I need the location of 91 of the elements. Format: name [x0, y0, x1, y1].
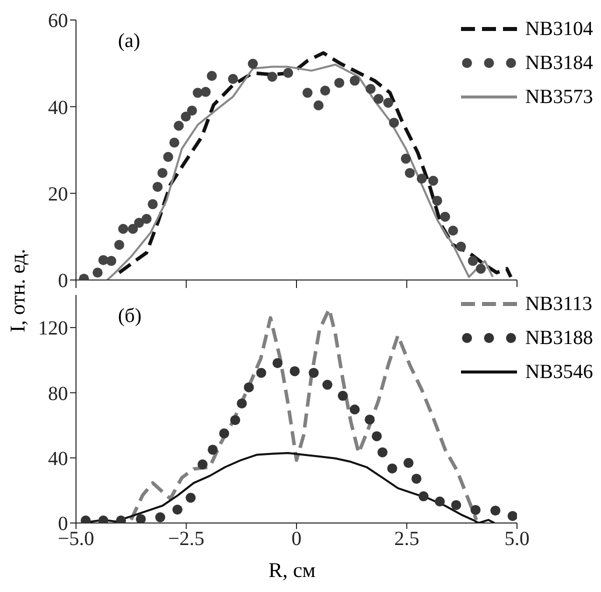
y-tick-label: 40 — [48, 448, 68, 470]
point — [118, 224, 128, 234]
point — [508, 510, 517, 521]
legend-label: NB3546 — [525, 360, 593, 384]
point — [440, 212, 450, 222]
y-tick-label: 0 — [58, 513, 68, 536]
legend-label: NB3188 — [525, 326, 593, 350]
point — [490, 506, 500, 516]
point — [157, 168, 168, 178]
legend-label: NB3113 — [525, 292, 592, 316]
point — [283, 68, 294, 78]
point — [228, 74, 238, 84]
point — [92, 268, 103, 278]
point — [172, 504, 182, 515]
point — [400, 154, 411, 164]
point — [302, 88, 313, 98]
point — [308, 368, 319, 378]
point — [404, 168, 415, 178]
point — [163, 152, 174, 162]
point — [230, 415, 240, 426]
legend-label: NB3573 — [525, 86, 593, 108]
point — [256, 368, 266, 378]
x-tick-label: 0 — [292, 528, 302, 550]
x-tick-label: 2.5 — [394, 528, 420, 550]
point — [248, 58, 258, 69]
point — [180, 112, 191, 122]
point — [350, 76, 360, 86]
point — [236, 398, 247, 408]
point — [404, 458, 414, 468]
y-tick-label: 120 — [38, 318, 68, 340]
point — [434, 496, 445, 507]
point — [174, 120, 184, 131]
point — [411, 474, 422, 484]
x-axis-title: R, см — [267, 558, 317, 583]
y-tick-label: 20 — [48, 183, 68, 206]
point — [374, 94, 384, 104]
point — [219, 428, 230, 438]
point — [350, 404, 360, 414]
point — [372, 431, 382, 442]
point — [206, 70, 217, 81]
point — [388, 118, 399, 128]
y-tick-label: 40 — [48, 96, 68, 119]
x-tick-label: −2.5 — [168, 528, 204, 550]
point — [322, 380, 332, 390]
point — [186, 492, 196, 503]
point — [377, 447, 388, 458]
point — [448, 226, 458, 236]
point — [432, 196, 442, 206]
point — [169, 138, 180, 148]
point — [114, 240, 124, 250]
point — [200, 86, 211, 97]
y-axis-title: I, отн. ед. — [6, 248, 30, 334]
legend-label: NB3184 — [525, 52, 593, 74]
point — [136, 514, 146, 523]
point — [198, 459, 208, 470]
point — [476, 264, 486, 274]
point — [272, 358, 283, 368]
annotation: (a) — [118, 30, 140, 53]
point — [128, 224, 138, 234]
point — [314, 100, 324, 110]
point — [364, 414, 375, 425]
point — [468, 256, 478, 266]
point — [320, 86, 330, 96]
point — [148, 199, 158, 210]
point — [416, 174, 427, 184]
point — [383, 98, 394, 108]
point — [470, 504, 481, 515]
point — [366, 84, 376, 94]
annotation: (б) — [118, 305, 142, 328]
point — [451, 500, 462, 510]
point — [244, 382, 254, 392]
point — [456, 242, 466, 252]
point — [106, 256, 116, 266]
y-tick-label: 60 — [48, 10, 68, 32]
point — [208, 444, 218, 455]
point — [290, 366, 300, 376]
point — [152, 182, 163, 192]
point — [267, 72, 278, 82]
point — [418, 491, 429, 502]
point — [387, 463, 398, 474]
x-tick-label: 5.0 — [504, 528, 530, 550]
y-tick-label: 80 — [48, 382, 68, 405]
point — [134, 218, 144, 228]
point — [155, 512, 166, 522]
point — [338, 390, 348, 401]
point — [428, 176, 438, 186]
legend-label: NB3104 — [525, 18, 593, 40]
y-tick-label: 0 — [58, 270, 68, 292]
point — [142, 214, 152, 224]
point — [334, 78, 344, 88]
point — [186, 106, 197, 116]
